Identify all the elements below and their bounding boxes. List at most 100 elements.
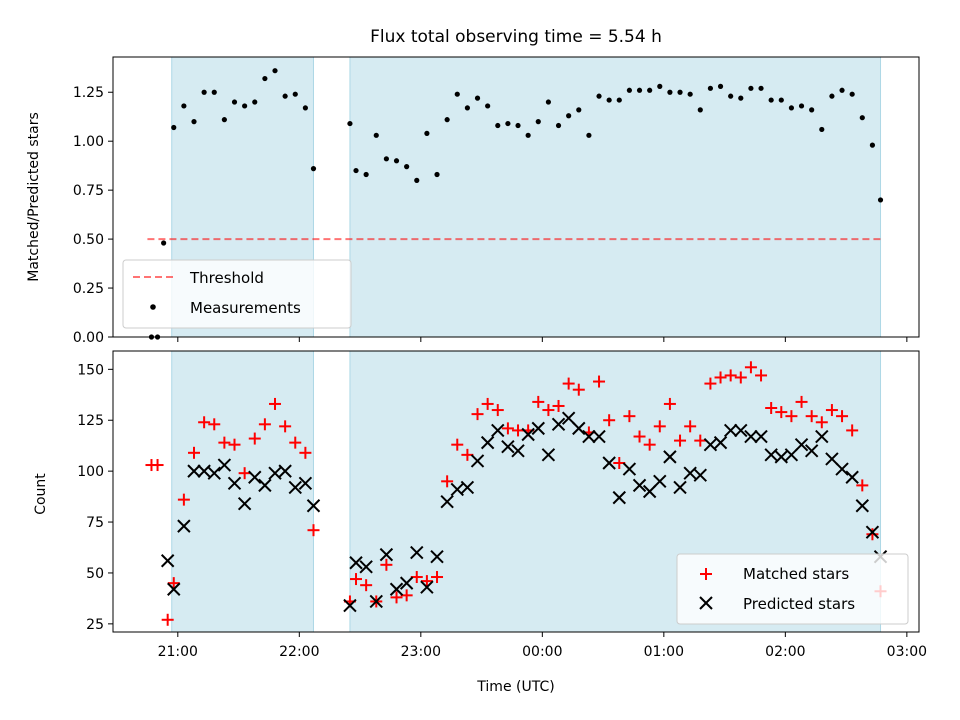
predicted-star-point [160, 554, 175, 568]
matched-star-point [279, 420, 292, 433]
measurement-point [464, 105, 470, 111]
x-tick-label: 03:00 [887, 644, 927, 660]
measurement-point [738, 95, 744, 101]
matched-star-point [471, 408, 484, 421]
ratio-y-tick-label: 0.75 [73, 183, 104, 199]
matched-star-point [161, 613, 174, 626]
predicted-star-point [632, 478, 647, 493]
matched-star-point [866, 528, 879, 541]
legend-predicted-swatch [699, 596, 713, 610]
predicted-star-point [410, 545, 424, 560]
measurement-point [252, 99, 258, 105]
predicted-star-point [227, 476, 242, 491]
matched-star-point [734, 371, 747, 384]
matched-star-point [380, 558, 393, 571]
predicted-star-point [197, 464, 211, 478]
matched-star-point [815, 416, 828, 429]
matched-star-point [694, 434, 707, 447]
measurement-point [454, 91, 460, 97]
predicted-star-point [389, 582, 404, 596]
matched-star-point [289, 436, 302, 449]
matched-star-point [307, 524, 320, 537]
measurement-point [606, 97, 612, 103]
matched-star-point [248, 432, 261, 445]
predicted-star-point [480, 435, 495, 450]
ratio-y-tick-label: 0.00 [73, 330, 104, 346]
measurement-point [566, 113, 572, 119]
predicted-star-point [622, 462, 637, 476]
matched-star-point [532, 395, 545, 408]
measurement-point [647, 87, 653, 93]
matched-star-point [633, 430, 646, 443]
predicted-star-point [491, 423, 505, 438]
predicted-star-point [653, 474, 667, 489]
count-x-axis-label: Time (UTC) [476, 679, 554, 695]
measurement-point [242, 103, 248, 109]
measurement-point [292, 91, 298, 97]
predicted-star-point [268, 466, 282, 480]
chart-title: Flux total observing time = 5.54 h [370, 27, 662, 47]
measurement-point [347, 120, 353, 127]
x-tick-label: 00:00 [522, 644, 562, 660]
matched-star-point [724, 369, 737, 382]
predicted-star-point [420, 580, 434, 594]
predicted-star-point [501, 439, 515, 454]
matched-star-point [714, 371, 727, 384]
measurement-point [687, 91, 693, 97]
matched-star-point [684, 420, 697, 433]
measurement-point [819, 126, 825, 133]
predicted-star-point [167, 582, 181, 596]
measurement-point [485, 103, 491, 109]
measurement-point [191, 119, 197, 125]
matched-star-point [795, 395, 808, 408]
matched-star-point [491, 404, 504, 417]
matched-star-point [299, 446, 312, 459]
predicted-star-point [349, 556, 363, 570]
matched-star-point [269, 397, 282, 410]
predicted-star-point [177, 519, 191, 533]
measurement-point [657, 83, 663, 89]
legend-predicted-label: Predicted stars [743, 595, 855, 613]
measurement-point [788, 105, 795, 111]
measurement-point [505, 120, 511, 127]
measurement-point [211, 89, 217, 95]
predicted-star-point [784, 448, 799, 462]
matched-star-point [572, 383, 585, 396]
measurement-point [495, 122, 501, 129]
matched-star-point [562, 377, 575, 390]
matched-star-point [400, 589, 413, 602]
matched-star-point [542, 404, 555, 417]
count-panel-frame [112, 350, 920, 633]
predicted-star-point [551, 417, 566, 432]
x-tick-label: 23:00 [401, 644, 441, 660]
matched-star-point [410, 571, 423, 584]
measurement-point [302, 105, 308, 111]
predicted-star-point [541, 448, 556, 462]
matched-star-point [856, 479, 869, 492]
measurement-point [859, 115, 865, 121]
measurement-point [525, 132, 531, 138]
matched-star-point [188, 446, 201, 459]
predicted-star-point [845, 470, 859, 484]
matched-star-point [765, 402, 778, 415]
measurement-point [310, 166, 317, 172]
ratio-y-axis-label: Matched/Predicted stars [26, 112, 42, 282]
measurement-point [586, 132, 592, 138]
matched-star-point [674, 434, 687, 447]
matched-star-point [481, 397, 494, 410]
predicted-star-point [612, 490, 626, 505]
matched-star-point [653, 420, 666, 433]
predicted-star-point [460, 480, 475, 495]
legend-measurements-swatch [150, 304, 156, 310]
matched-star-point [167, 577, 180, 590]
measurement-point [758, 85, 764, 91]
predicted-star-point [693, 468, 707, 482]
predicted-star-point [343, 598, 357, 613]
predicted-star-point [237, 497, 252, 511]
measurement-point [353, 167, 359, 174]
matched-star-point [258, 418, 271, 431]
ratio-y-tick-label: 0.25 [73, 281, 104, 297]
legend-matched-label: Matched stars [743, 565, 849, 583]
matched-star-point [593, 375, 606, 388]
